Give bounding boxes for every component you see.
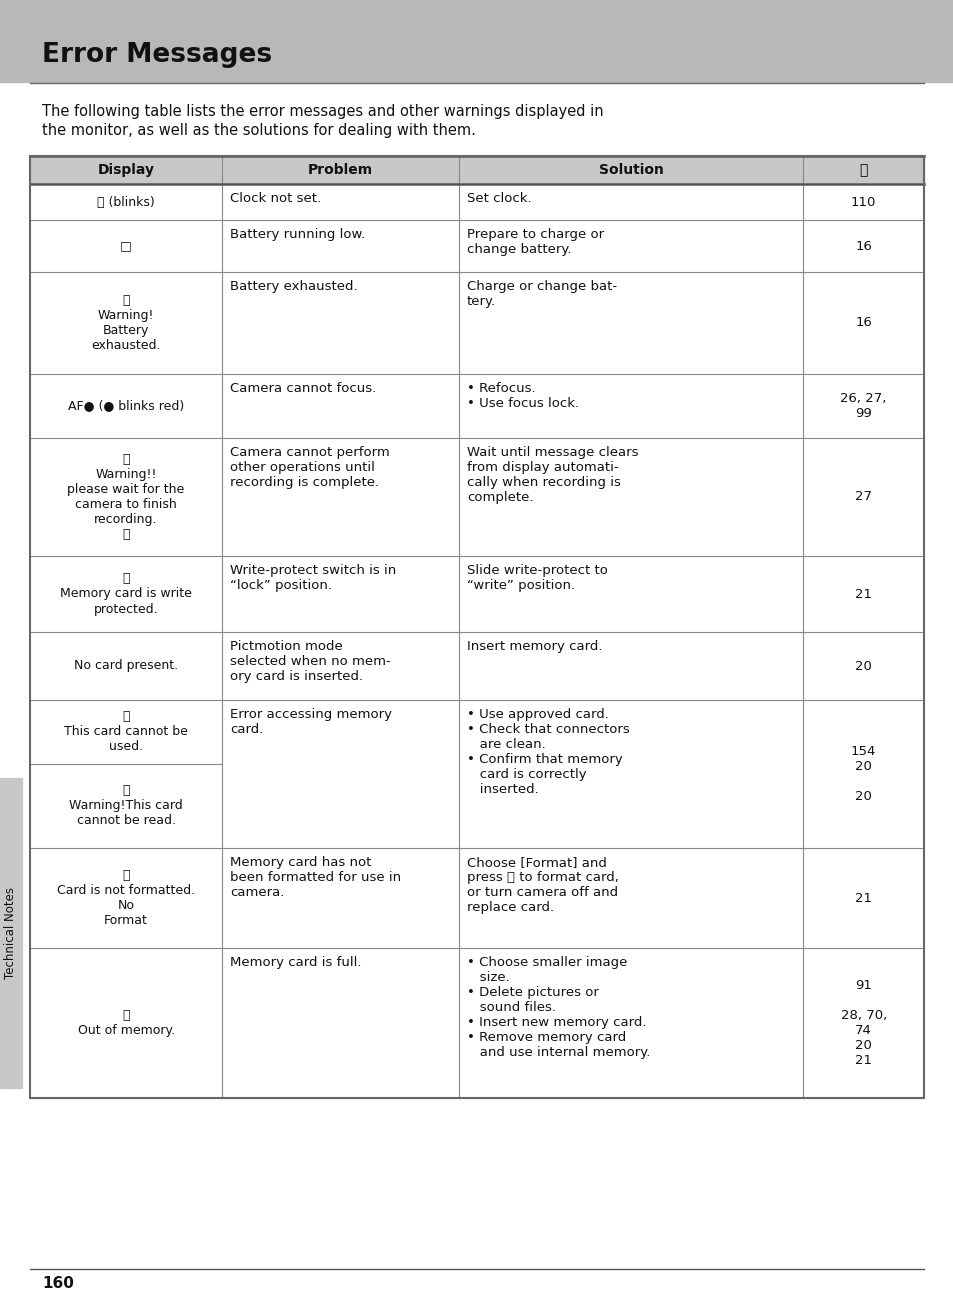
Text: □: □ — [120, 239, 132, 252]
Text: Clock not set.: Clock not set. — [230, 192, 321, 205]
Bar — [30, 272, 923, 374]
Bar — [30, 374, 923, 438]
Bar — [30, 438, 923, 556]
Text: 154
20

20: 154 20 20 — [850, 745, 876, 803]
Text: Ⓘ
Warning!This card
cannot be read.: Ⓘ Warning!This card cannot be read. — [70, 784, 183, 828]
Text: the monitor, as well as the solutions for dealing with them.: the monitor, as well as the solutions fo… — [42, 124, 476, 138]
Text: Set clock.: Set clock. — [467, 192, 531, 205]
Text: Memory card has not
been formatted for use in
camera.: Memory card has not been formatted for u… — [230, 855, 401, 899]
Text: Pictmotion mode
selected when no mem-
ory card is inserted.: Pictmotion mode selected when no mem- or… — [230, 640, 391, 683]
Text: Camera cannot focus.: Camera cannot focus. — [230, 382, 376, 396]
Text: 16: 16 — [854, 239, 871, 252]
Text: • Choose smaller image
   size.
• Delete pictures or
   sound files.
• Insert ne: • Choose smaller image size. • Delete pi… — [467, 957, 650, 1059]
Text: Insert memory card.: Insert memory card. — [467, 640, 602, 653]
Text: ⓘ
Card is not formatted.
No
Format: ⓘ Card is not formatted. No Format — [57, 869, 195, 926]
Bar — [0, 778, 22, 1088]
Text: 26, 27,
99: 26, 27, 99 — [840, 392, 886, 420]
Bar — [30, 156, 923, 184]
Bar — [30, 184, 923, 219]
Text: ⓘ
Out of memory.: ⓘ Out of memory. — [77, 1009, 174, 1037]
Text: 20: 20 — [854, 660, 871, 673]
Text: AF● (● blinks red): AF● (● blinks red) — [68, 399, 184, 413]
Text: Choose [Format] and
press Ⓡ to format card,
or turn camera off and
replace card.: Choose [Format] and press Ⓡ to format ca… — [467, 855, 618, 915]
Bar — [30, 947, 923, 1099]
Text: 📖: 📖 — [859, 163, 867, 177]
Text: ⓘ
Memory card is write
protected.: ⓘ Memory card is write protected. — [60, 573, 192, 615]
Bar — [30, 848, 923, 947]
Bar — [30, 156, 923, 1099]
Text: Technical Notes: Technical Notes — [5, 887, 17, 979]
Text: ⧗ (blinks): ⧗ (blinks) — [97, 196, 154, 209]
Text: Error Messages: Error Messages — [42, 42, 272, 68]
Bar — [30, 632, 923, 700]
Text: 110: 110 — [850, 196, 876, 209]
Text: 160: 160 — [42, 1276, 73, 1292]
Text: The following table lists the error messages and other warnings displayed in: The following table lists the error mess… — [42, 104, 603, 120]
Bar — [30, 219, 923, 272]
Text: ⓘ
Warning!
Battery
exhausted.: ⓘ Warning! Battery exhausted. — [91, 294, 161, 352]
Text: Display: Display — [97, 163, 154, 177]
Text: 91

28, 70,
74
20
21: 91 28, 70, 74 20 21 — [840, 979, 886, 1067]
Text: Camera cannot perform
other operations until
recording is complete.: Camera cannot perform other operations u… — [230, 445, 390, 489]
Text: 27: 27 — [854, 490, 871, 503]
Text: Prepare to charge or
change battery.: Prepare to charge or change battery. — [467, 229, 603, 256]
Text: Solution: Solution — [598, 163, 663, 177]
Bar — [0, 0, 953, 81]
Text: Write-protect switch is in
“lock” position.: Write-protect switch is in “lock” positi… — [230, 564, 396, 593]
Bar — [30, 700, 923, 848]
Text: No card present.: No card present. — [74, 660, 178, 673]
Text: Error accessing memory
card.: Error accessing memory card. — [230, 708, 392, 736]
Text: Wait until message clears
from display automati-
cally when recording is
complet: Wait until message clears from display a… — [467, 445, 638, 505]
Text: Charge or change bat-
tery.: Charge or change bat- tery. — [467, 280, 617, 307]
Text: Ⓘ
This card cannot be
used.: Ⓘ This card cannot be used. — [64, 711, 188, 753]
Text: Battery running low.: Battery running low. — [230, 229, 365, 240]
Text: • Refocus.
• Use focus lock.: • Refocus. • Use focus lock. — [467, 382, 578, 410]
Text: Slide write-protect to
“write” position.: Slide write-protect to “write” position. — [467, 564, 607, 593]
Text: • Use approved card.
• Check that connectors
   are clean.
• Confirm that memory: • Use approved card. • Check that connec… — [467, 708, 629, 796]
Text: 21: 21 — [854, 891, 871, 904]
Text: Memory card is full.: Memory card is full. — [230, 957, 361, 968]
Text: Problem: Problem — [308, 163, 373, 177]
Text: Battery exhausted.: Battery exhausted. — [230, 280, 357, 293]
Text: Ⓘ
Warning!!
please wait for the
camera to finish
recording.
⌛: Ⓘ Warning!! please wait for the camera t… — [68, 453, 185, 541]
Text: 16: 16 — [854, 317, 871, 330]
Text: 21: 21 — [854, 587, 871, 600]
Bar — [30, 556, 923, 632]
